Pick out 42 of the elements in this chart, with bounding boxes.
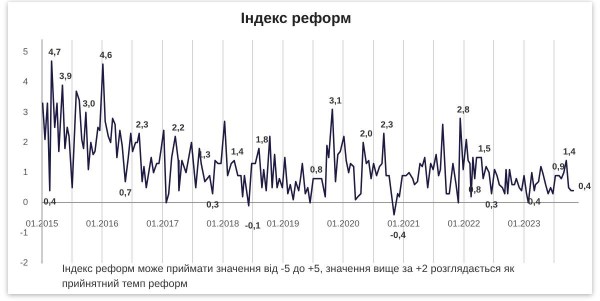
annotation: 2,2 [172, 122, 185, 132]
annotation: 3,1 [329, 95, 342, 106]
annotation: 4,7 [48, 47, 61, 58]
annotation: 2,8 [456, 104, 470, 114]
annotation: 2,0 [360, 128, 372, 138]
y-tick-label: 1 [22, 167, 28, 178]
annotation: 1,4 [230, 146, 244, 157]
annotation: 1,8 [256, 134, 268, 144]
x-tick-label: 01.2021 [387, 218, 420, 229]
annotation: 3,0 [82, 98, 96, 108]
y-tick-label: -1 [20, 227, 28, 238]
y-tick-label: 5 [22, 46, 28, 57]
annotation: 0,9 [552, 162, 565, 172]
annotation: 0,4 [528, 196, 541, 207]
annotation: 2,3 [380, 119, 394, 130]
annotation: 0,8 [310, 164, 322, 175]
annotation: 3,9 [59, 71, 72, 82]
chart-title: Індекс реформ [240, 10, 352, 28]
y-tick-label: -2 [20, 257, 28, 268]
annotation: -0,1 [244, 220, 260, 231]
annotation: 1,5 [478, 144, 491, 154]
x-tick-label: 01.2023 [508, 218, 540, 229]
annotation: 0,7 [119, 188, 132, 198]
x-tick-label: 01.2017 [146, 218, 179, 229]
y-tick-label: 0 [22, 197, 28, 208]
annotation: -0,4 [390, 230, 406, 240]
annotation: 0,3 [485, 200, 498, 210]
x-tick-label: 01.2022 [448, 218, 480, 229]
annotation: 0,3 [206, 200, 219, 210]
x-tick-label: 01.2018 [206, 218, 240, 229]
annotation: 0,4 [578, 181, 591, 192]
y-tick-label: 3 [22, 106, 28, 117]
y-tick-label: 4 [22, 76, 28, 87]
annotation: Індекс реформ може приймати значення від -5 до +5, значення вище за +2 розглядається як прийнятний темп реформ [62, 262, 516, 292]
annotation: 4,6 [100, 50, 112, 60]
annotation: 1,4 [563, 146, 576, 157]
y-tick-label: 2 [22, 136, 28, 147]
annotation: 0,4 [44, 196, 56, 207]
x-tick-label: 01.2020 [326, 218, 360, 229]
annotation: 2,3 [136, 119, 148, 130]
x-tick-label: 01.2016 [86, 218, 118, 229]
x-tick-label: 01.2019 [266, 218, 300, 229]
